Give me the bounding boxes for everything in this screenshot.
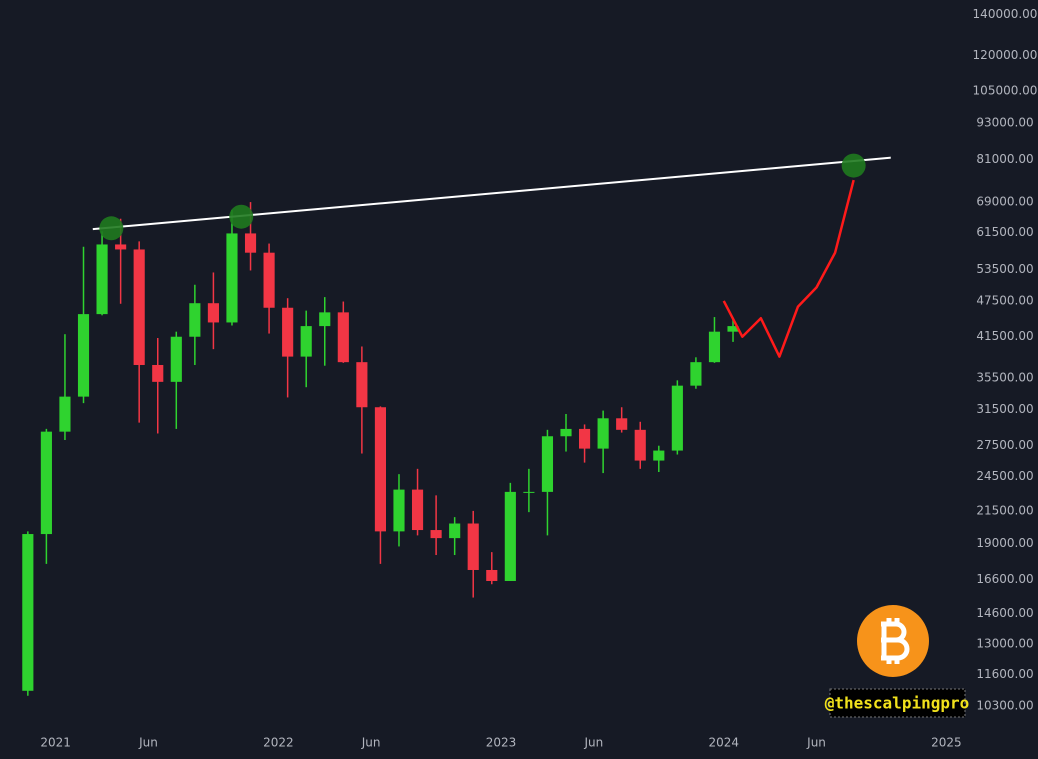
watermark-box <box>829 688 966 718</box>
candle-body <box>393 489 405 532</box>
y-tick-label: 41500.00 <box>976 329 1033 343</box>
y-tick-label: 81000.00 <box>976 152 1033 166</box>
x-tick-label: 2022 <box>263 736 294 750</box>
candle-body <box>690 362 702 386</box>
y-tick-label: 21500.00 <box>976 503 1033 517</box>
candle-body <box>560 428 572 437</box>
candle-body <box>22 534 34 691</box>
candle-body <box>727 326 739 332</box>
trendline <box>92 156 891 231</box>
x-tick-label: Jun <box>806 736 826 750</box>
y-tick-label: 93000.00 <box>976 116 1033 130</box>
y-tick-label: 105000.00 <box>973 83 1038 97</box>
y-tick-label: 31500.00 <box>976 402 1033 416</box>
highlight <box>841 153 866 178</box>
candle-body <box>319 312 331 327</box>
candle-body <box>504 491 516 581</box>
plot-area <box>22 153 891 696</box>
x-tick-label: Jun <box>138 736 158 750</box>
candle-body <box>374 407 386 532</box>
x-tick-label: 2021 <box>40 736 71 750</box>
y-tick-label: 14600.00 <box>976 606 1033 620</box>
y-tick-label: 19000.00 <box>976 536 1033 550</box>
candle-body <box>170 336 182 382</box>
x-tick-label: 2024 <box>708 736 739 750</box>
candle-body <box>133 249 145 365</box>
y-tick-label: 140000.00 <box>973 7 1038 21</box>
candle-body <box>96 244 108 315</box>
candle-body <box>430 530 442 539</box>
candle-body <box>541 436 554 492</box>
candle-body <box>356 362 368 408</box>
candle-body <box>467 523 479 570</box>
highlight <box>229 204 254 229</box>
y-tick-label: 27500.00 <box>976 438 1033 452</box>
candle-body <box>579 428 591 449</box>
candle-body <box>597 418 609 449</box>
candle-body <box>337 312 349 363</box>
highlight <box>99 216 124 241</box>
candle-body <box>59 396 71 432</box>
candle-body <box>653 450 665 461</box>
candle-body <box>244 233 257 253</box>
candle-body <box>708 331 721 363</box>
candle-body <box>189 303 201 337</box>
candle-body <box>300 326 312 357</box>
watermark: @thescalpingpro <box>825 694 970 713</box>
candle-body <box>207 303 219 323</box>
x-tick-label: Jun <box>583 736 603 750</box>
y-tick-label: 10300.00 <box>976 698 1033 712</box>
y-tick-label: 53500.00 <box>976 262 1033 276</box>
y-tick-label: 11600.00 <box>976 667 1033 681</box>
logo-glyph <box>881 618 910 664</box>
bitcoin-logo <box>857 605 929 677</box>
y-tick-label: 69000.00 <box>976 195 1033 209</box>
y-tick-label: 35500.00 <box>976 371 1033 385</box>
x-tick-label: 2025 <box>931 736 962 750</box>
candle-body <box>115 244 127 250</box>
candle-body <box>226 233 238 323</box>
projection-line <box>722 179 855 358</box>
candle-body <box>411 489 424 531</box>
y-tick-label: 120000.00 <box>973 48 1038 62</box>
candle-body <box>616 418 628 430</box>
y-tick-label: 16600.00 <box>976 572 1033 586</box>
candle-body <box>263 252 275 308</box>
candle-body <box>449 523 461 539</box>
x-tick-label: Jun <box>361 736 381 750</box>
x-tick-label: 2023 <box>486 736 517 750</box>
y-tick-label: 47500.00 <box>976 293 1033 307</box>
y-tick-label: 24500.00 <box>976 469 1033 483</box>
candle-body <box>40 431 52 535</box>
y-tick-label: 61500.00 <box>976 225 1033 239</box>
candle-body <box>523 491 535 493</box>
candle-body <box>486 569 498 581</box>
candle-body <box>282 307 294 357</box>
candle-body <box>77 314 90 397</box>
candle-body <box>152 364 164 382</box>
candle-body <box>671 385 683 451</box>
y-tick-label: 13000.00 <box>976 637 1033 651</box>
candle-body <box>634 429 646 461</box>
